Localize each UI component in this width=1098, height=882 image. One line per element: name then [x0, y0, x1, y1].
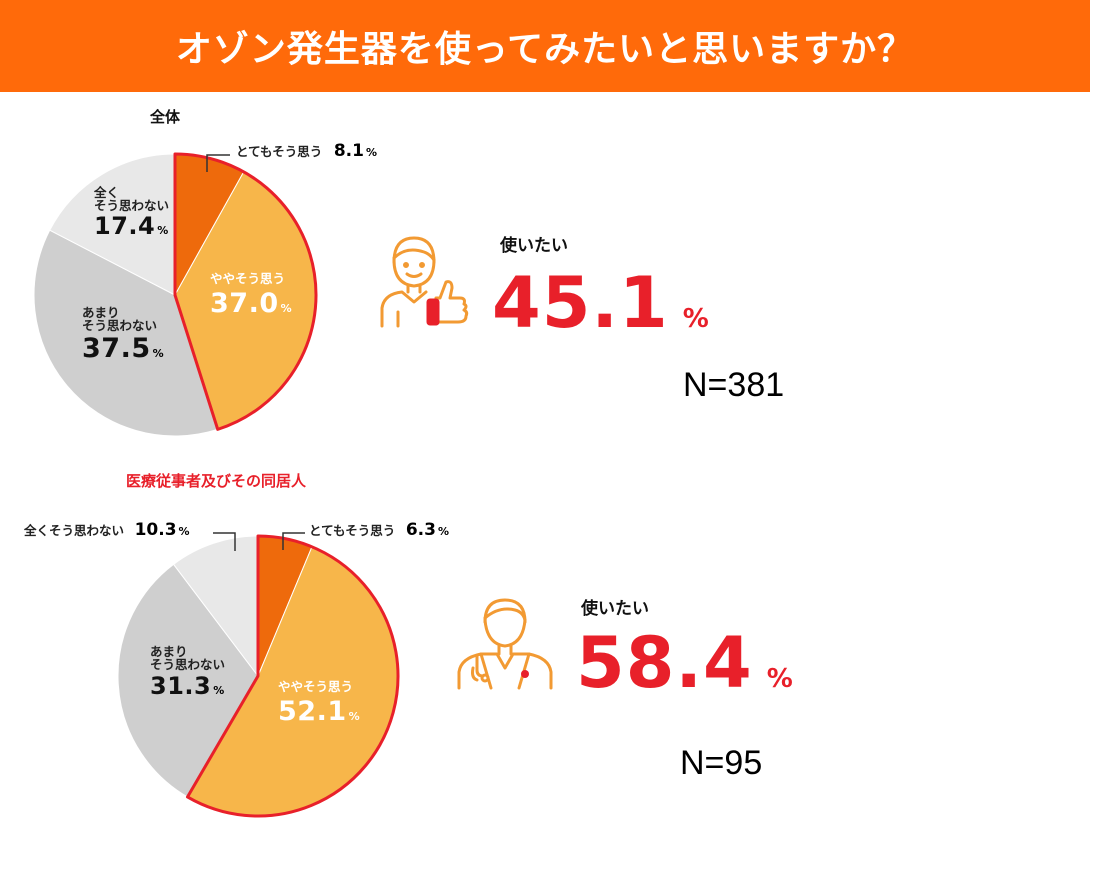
label-very-unit: %	[365, 146, 377, 159]
chart-title-overall: 全体	[150, 108, 181, 126]
pie-chart-medical	[117, 534, 400, 818]
want-value-overall: 45.1%	[492, 262, 710, 344]
label-notatall-text1: 全く	[94, 185, 120, 200]
label-somewhat-unit: %	[348, 710, 360, 724]
want-value-number-overall: 45.1	[492, 262, 669, 344]
label-somewhat-medical: ややそう思う 52.1%	[278, 680, 360, 726]
label-notatall-text: 全くそう思わない	[24, 523, 125, 538]
want-group-outline	[185, 534, 400, 818]
want-value-unit-overall: %	[682, 304, 710, 334]
chart-title-medical: 医療従事者及びその同居人	[126, 472, 307, 490]
label-notvery-unit: %	[152, 347, 164, 361]
label-notvery-overall: あまり そう思わない 37.5%	[82, 306, 164, 364]
label-notvery-text1: あまり	[150, 644, 188, 659]
pie-slice-notatall	[49, 153, 176, 296]
label-somewhat-text: ややそう思う	[278, 679, 354, 694]
label-notatall-overall: 全く そう思わない 17.4%	[94, 186, 169, 239]
sample-size-overall: N=381	[683, 366, 785, 404]
pie-slice-notvery	[33, 229, 219, 437]
want-value-medical: 58.4%	[576, 622, 794, 704]
leader-line-very-medical	[282, 532, 305, 550]
label-somewhat-unit: %	[280, 302, 292, 316]
label-somewhat-value: 37.0	[210, 288, 279, 320]
label-notatall-unit: %	[157, 224, 169, 238]
label-notvery-value: 37.5	[82, 333, 151, 365]
label-very-value: 8.1	[333, 141, 364, 161]
want-label-overall: 使いたい	[500, 236, 568, 256]
want-group-outline	[173, 152, 318, 431]
question-banner: オゾン発生器を使ってみたいと思いますか？	[0, 0, 1090, 92]
label-very-text: とてもそう思う	[236, 144, 323, 159]
person-thumbs-up-icon	[380, 236, 469, 328]
pie-slice-notatall	[172, 535, 259, 678]
label-notatall-value: 17.4	[94, 212, 156, 241]
pie-chart-overall	[33, 152, 318, 437]
label-very-overall: とてもそう思う 8.1%	[236, 141, 377, 161]
leader-line-notatall-medical	[213, 532, 236, 551]
label-notvery-text1: あまり	[82, 305, 120, 320]
pie-slice-notvery	[117, 563, 259, 798]
label-notvery-value: 31.3	[150, 672, 212, 701]
label-notvery-unit: %	[213, 684, 225, 698]
want-label-medical: 使いたい	[581, 599, 649, 619]
label-very-unit: %	[437, 525, 449, 538]
label-very-text: とてもそう思う	[309, 523, 396, 538]
leader-line-very-overall	[206, 154, 230, 172]
label-somewhat-value: 52.1	[278, 696, 347, 728]
label-notvery-text2: そう思わない	[82, 318, 158, 334]
label-very-medical: とてもそう思う 6.3%	[309, 520, 449, 540]
doctor-icon	[457, 598, 553, 690]
label-notvery-medical: あまり そう思わない 31.3%	[150, 645, 225, 699]
label-notatall-medical: 全くそう思わない 10.3%	[24, 520, 190, 540]
label-very-value: 6.3	[405, 520, 436, 540]
label-notatall-text2: そう思わない	[94, 198, 170, 214]
label-notatall-value: 10.3	[134, 520, 177, 540]
want-value-number-medical: 58.4	[576, 622, 753, 704]
label-notatall-unit: %	[178, 525, 190, 538]
sample-size-medical: N=95	[680, 744, 763, 782]
want-value-unit-medical: %	[766, 664, 794, 694]
label-somewhat-overall: ややそう思う 37.0%	[210, 272, 292, 318]
label-notvery-text2: そう思わない	[150, 657, 226, 673]
label-somewhat-text: ややそう思う	[210, 271, 286, 286]
